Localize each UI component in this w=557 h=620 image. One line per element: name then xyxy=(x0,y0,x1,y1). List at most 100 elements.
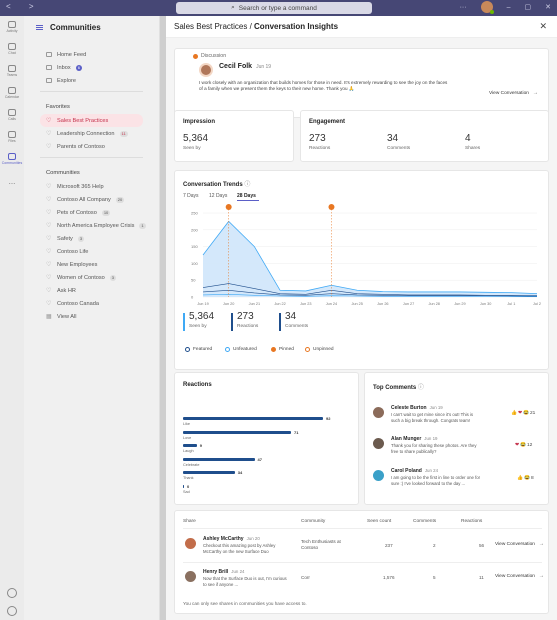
sidebar-item-explore[interactable]: Explore xyxy=(24,74,159,87)
rail-item-calendar[interactable]: Calendar xyxy=(0,82,24,104)
close-icon[interactable]: ✕ xyxy=(539,21,547,31)
share-community[interactable]: Corr xyxy=(301,575,310,580)
teams-icon xyxy=(8,65,16,72)
rail-item-teams[interactable]: Teams xyxy=(0,60,24,82)
series-line xyxy=(202,294,537,297)
settings-icon[interactable] xyxy=(7,606,17,616)
breadcrumb[interactable]: Sales Best Practices / xyxy=(174,22,255,31)
reaction-label: Laugh xyxy=(183,449,194,453)
legend-unpinned[interactable]: Unpinned xyxy=(305,347,334,352)
legend-dot-icon xyxy=(225,347,230,352)
reaction-bar xyxy=(183,457,255,461)
series-line xyxy=(202,220,538,295)
sidebar-item-community[interactable]: ♡ Contoso All Company 20 xyxy=(46,196,125,203)
pin-marker-icon xyxy=(225,204,232,210)
avatar[interactable] xyxy=(185,571,196,582)
rail-item-communities[interactable]: Communities xyxy=(0,148,24,170)
kpi-comments-label: Comments xyxy=(285,324,309,329)
kpi-marker xyxy=(279,313,281,331)
reaction-value: 0 xyxy=(187,483,190,489)
kpi-reactions-label: Reactions xyxy=(237,324,259,329)
reaction-value: 71 xyxy=(294,429,299,435)
rail-more-button[interactable]: ... xyxy=(8,176,16,186)
home-icon xyxy=(46,52,52,57)
search-box[interactable]: ⌕ Search or type a command xyxy=(176,2,372,14)
avatar[interactable] xyxy=(373,407,384,418)
sidebar-item-community[interactable]: ♡ Contoso Life xyxy=(46,248,89,255)
legend-unfeatured[interactable]: Unfeatured xyxy=(225,347,257,352)
sidebar-item-leadership-connection[interactable]: ♡ Leadership Connection 11 xyxy=(46,130,128,137)
panel-header: Sales Best Practices / Conversation Insi… xyxy=(166,16,557,38)
sidebar-item-inbox[interactable]: Inbox 6 xyxy=(24,61,159,74)
legend-featured[interactable]: Featured xyxy=(185,347,212,352)
sidebar-item-community[interactable]: ♡ North America Employee Crisis 1 xyxy=(46,222,146,229)
avatar[interactable] xyxy=(199,63,213,77)
comment-reactions: ❤ 😂 12 xyxy=(515,443,533,448)
explore-icon xyxy=(46,78,52,83)
tab-7-days[interactable]: 7 Days xyxy=(183,193,199,199)
reaction-bar xyxy=(183,430,292,434)
share-comments: 2 xyxy=(433,543,436,548)
sidebar-item-community[interactable]: ♡ Microsoft 365 Help xyxy=(46,183,104,190)
reaction-label: Like xyxy=(183,422,190,426)
comment-text: I am going to be the first in line to or… xyxy=(391,475,481,486)
sidebar-item-community[interactable]: ♡ Women of Contoso 3 xyxy=(46,274,117,281)
reaction-emoji-icon: 😂 xyxy=(523,476,530,481)
maximize-icon[interactable]: ▢ xyxy=(524,4,532,11)
tab-28-days[interactable]: 28 Days xyxy=(237,193,256,199)
legend-pinned[interactable]: Pinned xyxy=(271,347,294,352)
heart-icon: ♡ xyxy=(46,261,52,268)
rail-item-calls[interactable]: Calls xyxy=(0,104,24,126)
avatar[interactable] xyxy=(185,538,196,549)
hamburger-icon[interactable] xyxy=(36,24,43,30)
view-conversation-button[interactable]: View Conversation → xyxy=(495,542,544,547)
help-icon[interactable] xyxy=(7,588,17,598)
calendar-icon xyxy=(8,87,16,94)
sidebar-item-view-all[interactable]: ▦ View All xyxy=(46,313,77,320)
sidebar-item-home-feed[interactable]: Home Feed xyxy=(24,48,159,61)
post-text: I work closely with an organization that… xyxy=(199,80,448,91)
sidebar-item-parents-of-contoso[interactable]: ♡ Parents of Contoso xyxy=(46,143,105,150)
share-text: Now that the Surface Duo is out, I'm cur… xyxy=(203,576,287,587)
view-conversation-button[interactable]: View Conversation → xyxy=(495,574,544,579)
sidebar-item-community[interactable]: ♡ Ask HR xyxy=(46,287,76,294)
y-tick-label: 200 xyxy=(191,227,198,232)
more-options-icon[interactable]: ··· xyxy=(459,3,467,11)
rail-item-activity[interactable]: Activity xyxy=(0,16,24,38)
rail-item-files[interactable]: Files xyxy=(0,126,24,148)
view-conversation-button[interactable]: View Conversation → xyxy=(489,91,538,96)
heart-icon: ♡ xyxy=(46,196,52,203)
heart-icon: ♡ xyxy=(46,248,52,255)
user-avatar[interactable] xyxy=(480,1,494,14)
kpi-marker xyxy=(183,313,185,331)
share-seen: 1,576 xyxy=(383,575,395,580)
minimize-icon[interactable]: – xyxy=(506,3,511,11)
avatar[interactable] xyxy=(373,470,384,481)
reactions-value: 273 xyxy=(309,133,326,144)
x-tick-label: Jun 22 xyxy=(274,302,285,306)
sidebar-item-community[interactable]: ♡ Safety 3 xyxy=(46,235,85,242)
sidebar-item-community[interactable]: ♡ New Employees xyxy=(46,261,98,268)
comment-author: Celeste Burton Jun 19 xyxy=(391,405,443,411)
sidebar-item-community[interactable]: ♡ Pets of Contoso 10 xyxy=(46,209,111,216)
heart-icon: ♡ xyxy=(46,222,52,229)
comments-value: 34 xyxy=(387,133,399,144)
nav-arrows[interactable]: < > xyxy=(6,2,42,11)
series-line xyxy=(202,283,538,296)
col-header-share: Share xyxy=(183,519,196,524)
tab-12-days[interactable]: 12 Days xyxy=(209,193,228,199)
info-icon: ⓘ xyxy=(417,385,424,391)
sidebar-item-sales-best-practices[interactable]: ♡ Sales Best Practices xyxy=(40,114,143,127)
kpi-seen-value: 5,364 xyxy=(189,311,215,322)
avatar[interactable] xyxy=(373,438,384,449)
shares-label: Shares xyxy=(465,146,481,151)
pin-marker-icon xyxy=(328,204,335,210)
sidebar-item-community[interactable]: ♡ Contoso Canada xyxy=(46,300,99,307)
rail-item-chat[interactable]: Chat xyxy=(0,38,24,60)
arrow-right-icon: → xyxy=(538,574,544,579)
close-window-icon[interactable]: ✕ xyxy=(545,4,551,11)
series-line xyxy=(202,289,538,297)
app-rail: Activity Chat Teams Calendar Calls Files… xyxy=(0,16,24,620)
impression-label: Seen by xyxy=(183,146,201,151)
share-community[interactable]: Tech Enthusiasts at Contoso xyxy=(301,539,341,550)
